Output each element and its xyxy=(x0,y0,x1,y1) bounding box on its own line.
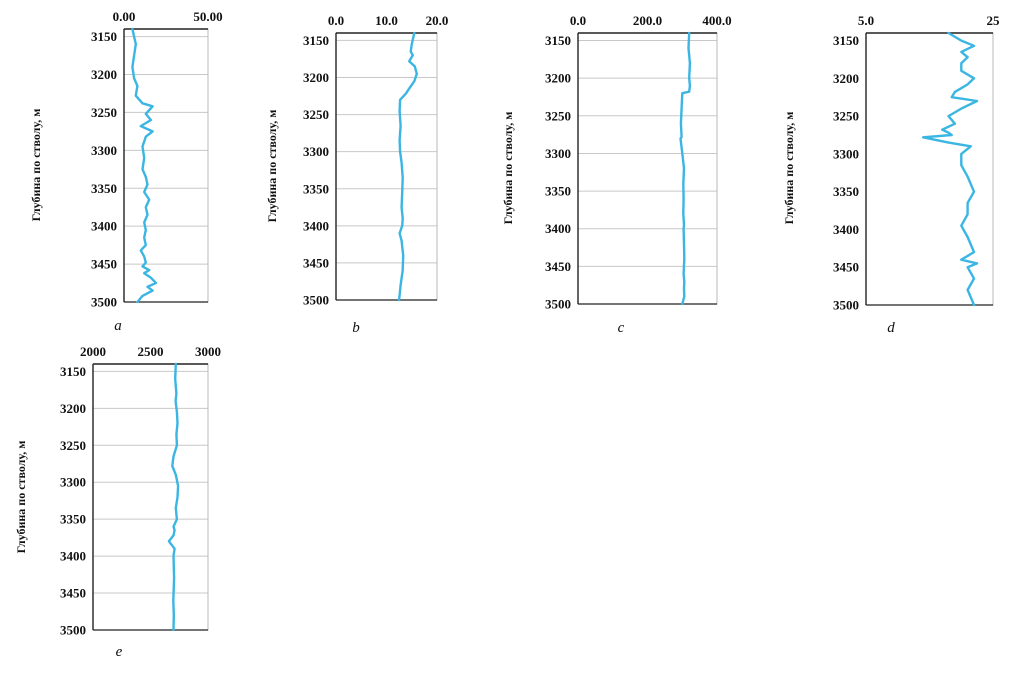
y-tick-label: 3450 xyxy=(833,260,859,275)
y-tick-label: 3400 xyxy=(91,219,117,234)
y-tick-label: 3500 xyxy=(60,623,86,638)
y-tick-label: 3200 xyxy=(91,67,117,82)
y-tick-label: 3150 xyxy=(91,29,117,44)
y-tick-label: 3350 xyxy=(60,512,86,527)
y-tick-label: 3150 xyxy=(60,364,86,379)
panel-letter: a xyxy=(114,318,122,334)
y-tick-label: 3350 xyxy=(303,181,329,196)
plot-frame xyxy=(92,363,209,631)
x-tick-label: 2500 xyxy=(138,344,164,359)
x-tick-label: 200.0 xyxy=(633,13,662,28)
x-tick-label: 0.0 xyxy=(328,13,344,28)
panel-letter: d xyxy=(887,320,895,336)
plot-frame xyxy=(335,32,438,301)
y-tick-label: 3500 xyxy=(833,298,859,313)
y-tick-label: 3500 xyxy=(91,295,117,310)
x-tick-label: 5.0 xyxy=(858,13,874,28)
y-tick-label: 3250 xyxy=(545,108,571,123)
x-tick-label: 400.0 xyxy=(702,13,731,28)
y-tick-label: 3400 xyxy=(303,218,329,233)
x-tick-label: 25 xyxy=(987,13,1001,28)
series-line xyxy=(167,362,180,632)
x-tick-label: 2000 xyxy=(80,344,106,359)
y-axis-label: Глубина по стволу, м xyxy=(265,110,279,223)
y-tick-label: 3200 xyxy=(60,401,86,416)
y-tick-label: 3500 xyxy=(545,297,571,312)
y-axis-label: Глубина по стволу, м xyxy=(14,441,28,554)
y-tick-label: 3250 xyxy=(303,107,329,122)
y-tick-label: 3200 xyxy=(833,71,859,86)
y-axis-label: Глубина по стволу, м xyxy=(782,112,796,225)
y-tick-label: 3450 xyxy=(303,255,329,270)
y-tick-label: 3150 xyxy=(545,33,571,48)
y-tick-label: 3350 xyxy=(545,184,571,199)
y-tick-label: 3350 xyxy=(91,181,117,196)
y-tick-label: 3200 xyxy=(303,70,329,85)
plot-frame xyxy=(123,28,209,303)
y-tick-label: 3500 xyxy=(303,293,329,308)
y-axis-label: Глубина по стволу, м xyxy=(501,112,515,225)
y-tick-label: 3400 xyxy=(833,222,859,237)
series-line xyxy=(397,31,418,302)
y-tick-label: 3250 xyxy=(833,109,859,124)
x-tick-label: 3000 xyxy=(195,344,221,359)
y-tick-label: 3200 xyxy=(545,71,571,86)
y-tick-label: 3300 xyxy=(833,146,859,161)
plot-frame xyxy=(577,32,718,305)
y-tick-label: 3250 xyxy=(60,438,86,453)
x-tick-label: 50.00 xyxy=(193,9,222,24)
x-tick-label: 0.00 xyxy=(113,9,136,24)
panel-letter: b xyxy=(352,320,360,336)
series-line xyxy=(131,27,158,304)
y-tick-label: 3250 xyxy=(91,105,117,120)
series-line xyxy=(679,31,692,306)
chart-panel-c: 0.0 200.0 400.0 3150 3200 3250 3300 3350 3400 345… xyxy=(501,13,732,336)
y-tick-label: 3150 xyxy=(303,33,329,48)
chart-panel-e: 2000 2500 3000 3150 3200 3250 3300 3350 3400 3450… xyxy=(14,344,221,660)
y-tick-label: 3300 xyxy=(545,146,571,161)
y-tick-label: 3450 xyxy=(545,259,571,274)
y-tick-label: 3150 xyxy=(833,33,859,48)
y-tick-label: 3350 xyxy=(833,184,859,199)
x-tick-label: 10.0 xyxy=(375,13,398,28)
panel-letter: c xyxy=(618,320,625,336)
chart-panel-b: 0.0 10.0 20.0 3150 3200 3250 3300 3350 3400 3450 3… xyxy=(265,13,448,336)
y-tick-label: 3450 xyxy=(60,586,86,601)
y-tick-label: 3300 xyxy=(60,475,86,490)
x-tick-label: 20.0 xyxy=(426,13,449,28)
y-tick-label: 3400 xyxy=(60,549,86,564)
x-tick-label: 0.0 xyxy=(570,13,586,28)
y-tick-label: 3300 xyxy=(303,144,329,159)
chart-panel-d: 5.0 25 3150 3200 3250 3300 3350 3400 3450 3500 Глу… xyxy=(782,13,1000,336)
y-tick-label: 3450 xyxy=(91,257,117,272)
panel-letter: e xyxy=(116,644,123,660)
y-tick-label: 3400 xyxy=(545,221,571,236)
y-tick-label: 3300 xyxy=(91,143,117,158)
y-axis-label: Глубина по стволу, м xyxy=(29,109,43,222)
chart-panel-a: 0.00 50.00 3150 3200 3250 3300 3350 3400 3450 350… xyxy=(29,9,223,334)
series-line xyxy=(921,31,979,307)
